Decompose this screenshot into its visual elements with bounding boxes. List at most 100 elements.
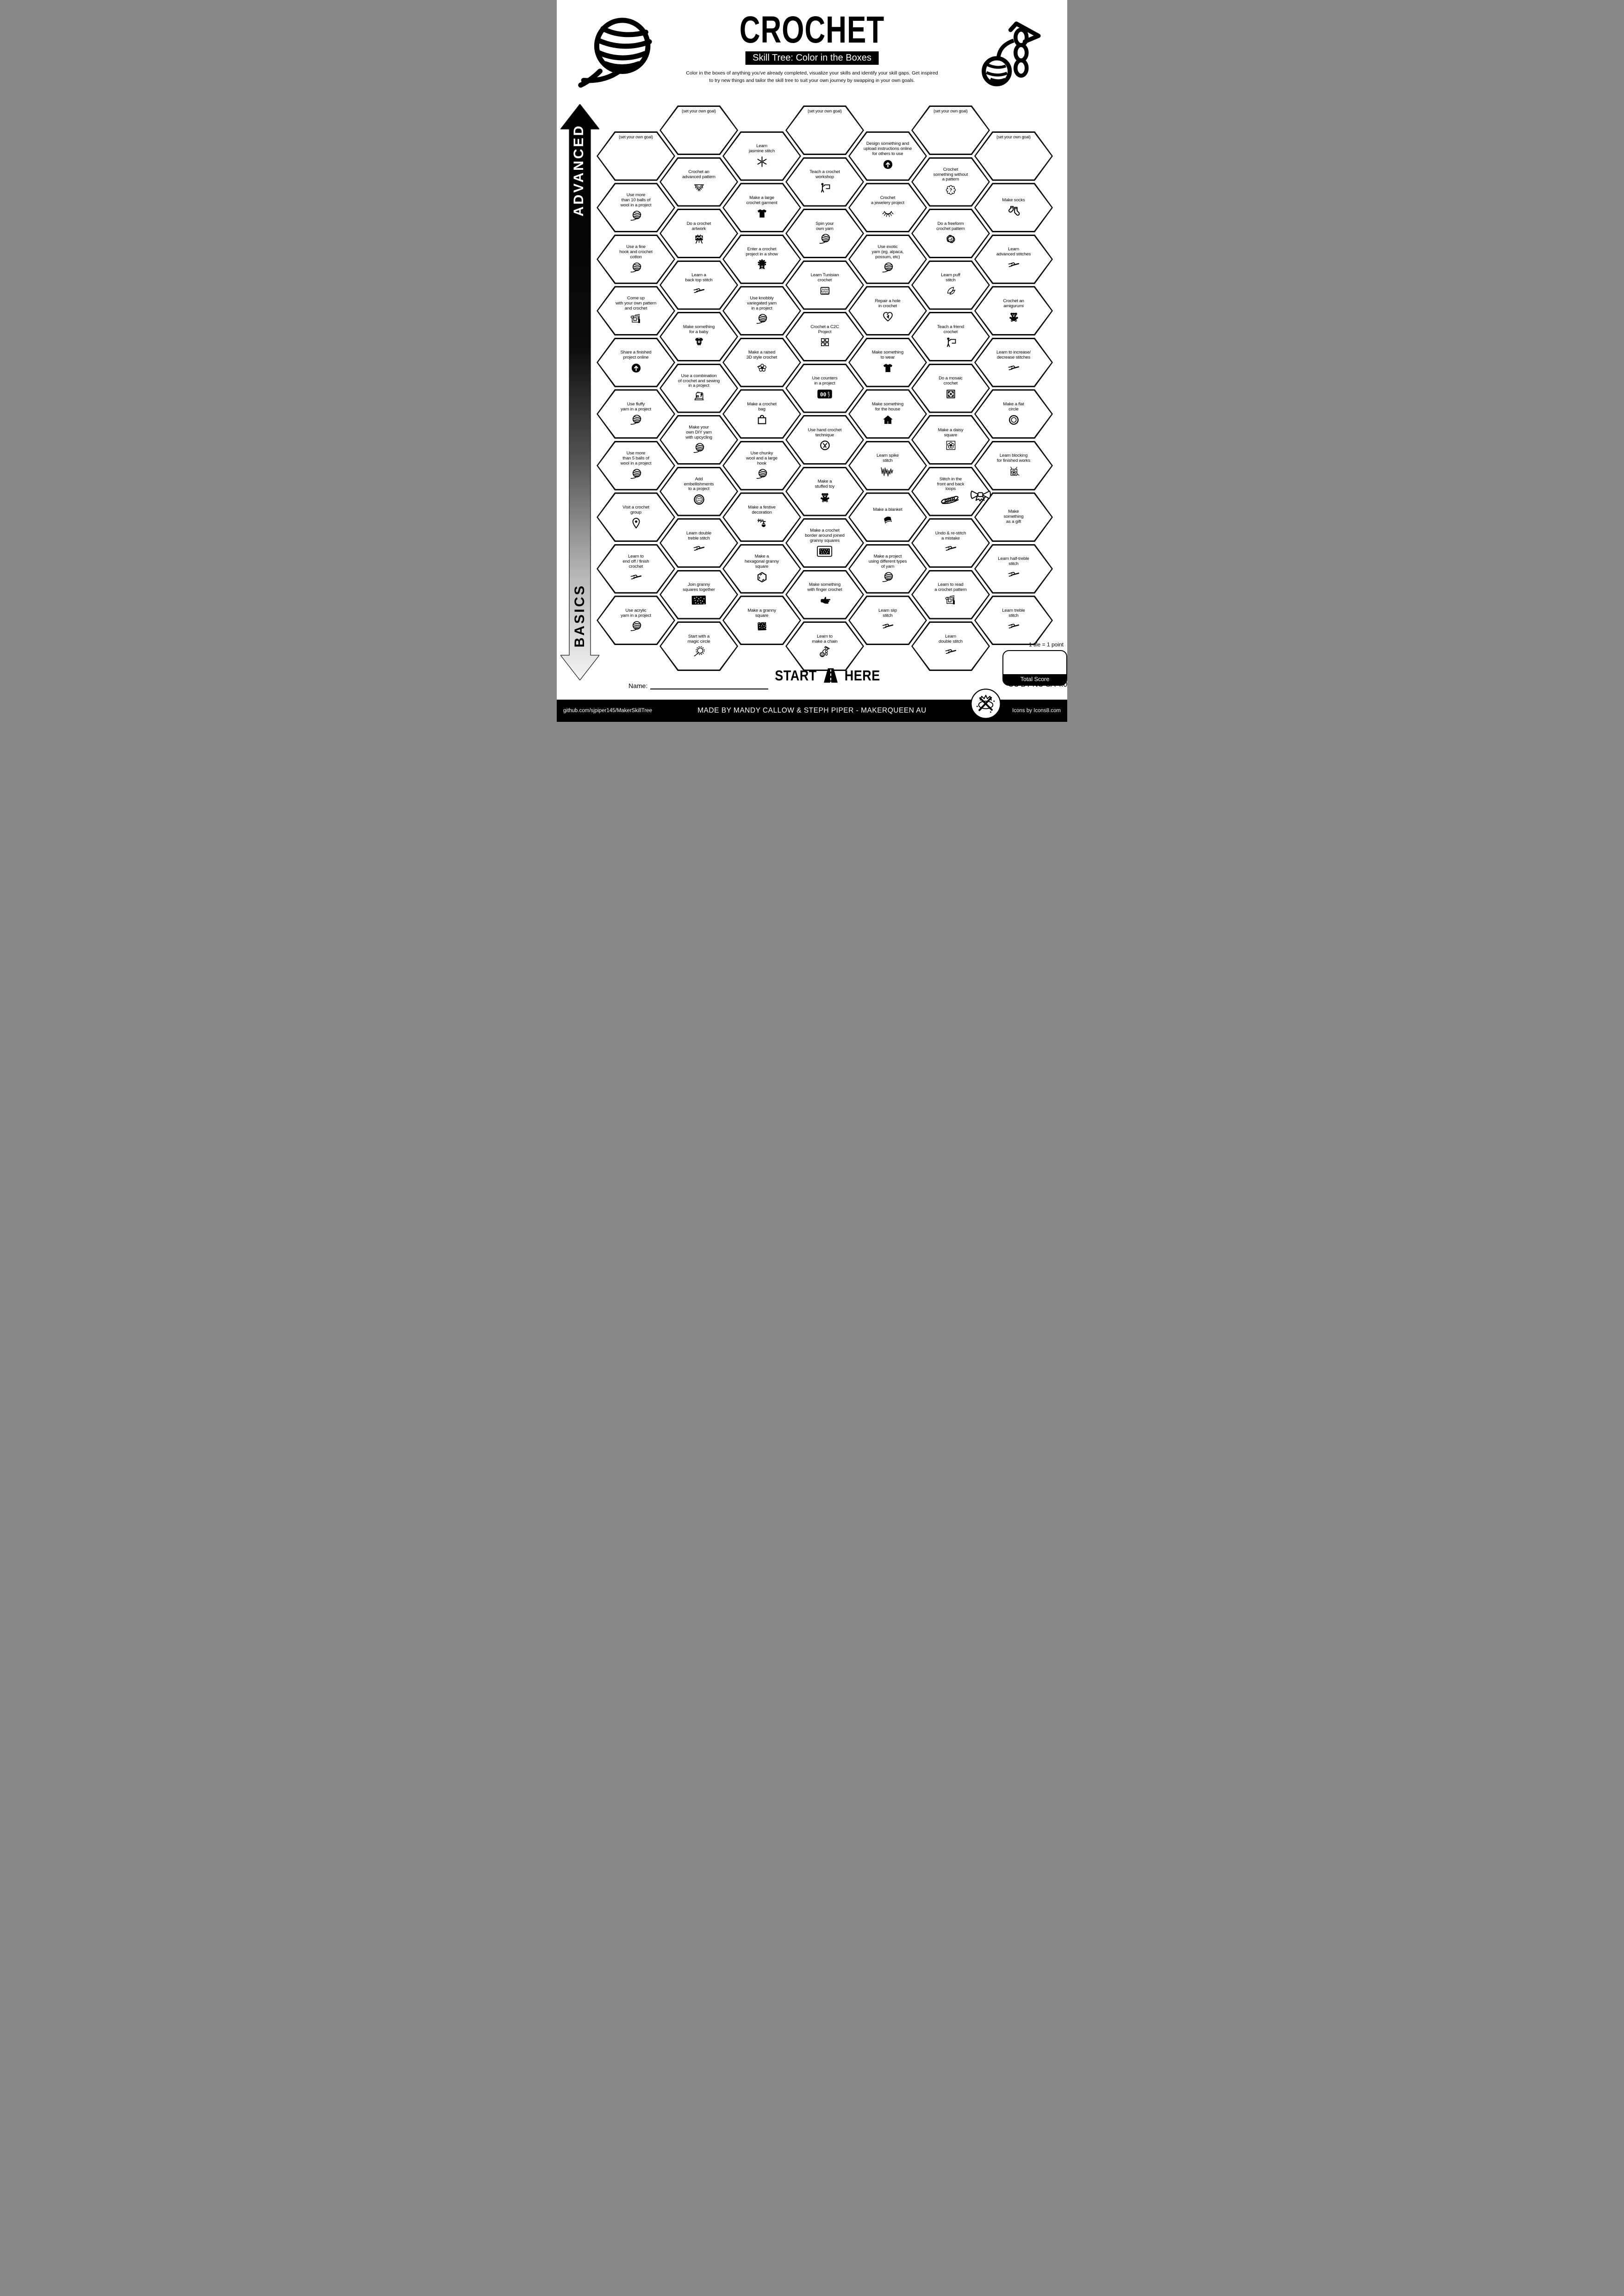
hex-crochet-a-c2c-project[interactable]: Crochet a C2C Project [785,312,864,361]
hex-learn-to-end-off-finish-crochet[interactable]: Learn to end off / finish crochet [597,544,675,594]
hex-make-a-crochet-bag[interactable]: Make a crochet bag [722,389,801,439]
hex-make-a-raised-3d-style-crochet[interactable]: Make a raised 3D style crochet [722,337,801,387]
hex-stitch-in-the-front-and-back-loops[interactable]: Stitch in the front and back loops [911,466,990,516]
hex-crochet-an-advanced-pattern[interactable]: Crochet an advanced pattern [660,157,738,207]
github-link[interactable]: github.com/sjpiper145/MakerSkillTree [563,708,652,714]
hex-come-up-with-your-own-pattern-and-crochet[interactable]: Come up with your own pattern and croche… [597,286,675,336]
hex-set-your-own-goal[interactable]: (set your own goal) [660,105,738,155]
hex-crochet-an-amigurumi[interactable]: Crochet an amigurumi [974,286,1053,336]
hex-use-fluffy-yarn-in-a-project[interactable]: Use fluffy yarn in a project [597,389,675,439]
hex-make-a-project-using-different-types-of-ya[interactable]: Make a project using different types of … [848,544,927,594]
hex-join-granny-squares-together[interactable]: Join granny squares together [660,570,738,620]
hex-start-with-a-magic-circle[interactable]: Start with a magic circle [660,621,738,671]
hex-make-a-hexagonal-granny-square[interactable]: Make a hexagonal granny square [722,544,801,594]
hex-make-something-for-a-baby[interactable]: Make something for a baby [660,312,738,361]
hex-teach-a-crochet-workshop[interactable]: Teach a crochet workshop [785,157,864,207]
hex-learn-tunisian-crochet[interactable]: Learn Tunisian crochet [785,260,864,310]
hex-set-your-own-goal[interactable]: (set your own goal) [911,105,990,155]
hex-fill-area [598,184,674,231]
hex-use-a-fine-hook-and-crochet-cotton[interactable]: Use a fine hook and crochet cotton [597,234,675,284]
hex-make-socks[interactable]: Make socks [974,183,1053,233]
total-score-input[interactable] [1003,651,1066,674]
hex-use-counters-in-a-project[interactable]: Use counters in a project 00 6 7 [785,363,864,413]
hex-make-a-flat-circle[interactable]: Make a flat circle [974,389,1053,439]
hex-do-a-freeform-crochet-pattern[interactable]: Do a freeform crochet pattern [911,209,990,258]
hex-share-a-finished-project-online[interactable]: Share a finished project online [597,337,675,387]
name-input[interactable] [650,681,769,689]
hex-learn-spike-stitch[interactable]: Learn spike stitch [848,441,927,490]
hex-use-a-combination-of-crochet-and-sewing-in[interactable]: Use a combination of crochet and sewing … [660,363,738,413]
hex-use-more-than-5-balls-of-wool-in-a-project[interactable]: Use more than 5 balls of wool in a proje… [597,441,675,490]
hex-crochet-a-jewelery-project[interactable]: Crochet a jewelery project [848,183,927,233]
hex-make-something-with-finger-crochet[interactable]: Make something with finger crochet [785,570,864,620]
hex-do-a-crochet-artwork[interactable]: Do a crochet artwork [660,209,738,258]
hex-label: Use more than 5 balls of wool in a proje… [620,450,652,466]
hex-fill-area [787,210,863,257]
hex-use-acrylic-yarn-in-a-project[interactable]: Use acrylic yarn in a project [597,596,675,645]
hex-make-something-to-wear[interactable]: Make something to wear [848,337,927,387]
hex-undo-re-stitch-a-mistake[interactable]: Undo & re-stitch a mistake [911,518,990,568]
hex-fill-area [661,571,737,618]
hex-fill-area [598,287,674,335]
hex-set-your-own-goal[interactable]: (set your own goal) [974,131,1053,181]
tile-point-note: 1 tile = 1 point [1028,641,1064,648]
hex-make-a-crochet-border-around-joined-granny[interactable]: Make a crochet border around joined gran… [785,518,864,568]
hex-label: Learn a back top stitch [685,273,713,283]
hex-fill-area [913,158,989,205]
hex-add-embellishments-to-a-project[interactable]: Add embellishments to a project [660,466,738,516]
hex-learn-jasmine-stitch[interactable]: Learn jasmine stitch [722,131,801,181]
hex-fill-area [724,545,800,592]
hex-learn-blocking-for-finished-works[interactable]: Learn blocking for finished works [974,441,1053,490]
hex-make-a-daisy-square[interactable]: Make a daisy square [911,415,990,465]
hex-learn-half-treble-stitch[interactable]: Learn half-treble stitch [974,544,1053,594]
hex-learn-to-read-a-crochet-pattern[interactable]: Learn to read a crochet pattern [911,570,990,620]
hex-make-a-granny-square[interactable]: Make a granny square [722,596,801,645]
hex-use-chunky-wool-and-a-large-hook[interactable]: Use chunky wool and a large hook [722,441,801,490]
hex-visit-a-crochet-group[interactable]: Visit a crochet group [597,492,675,542]
hex-learn-advanced-stitches[interactable]: Learn advanced stitches [974,234,1053,284]
hex-label: Learn advanced stitches [996,247,1031,257]
hex-set-your-own-goal[interactable]: (set your own goal) [785,105,864,155]
hex-label: Learn jasmine stitch [748,143,775,154]
hex-use-knobbly-variegated-yarn-in-a-project[interactable]: Use knobbly variegated yarn in a project [722,286,801,336]
hex-enter-a-crochet-project-in-a-show[interactable]: Enter a crochet project in a show [722,234,801,284]
hex-learn-to-make-a-chain[interactable]: Learn to make a chain [785,621,864,671]
hex-make-something-for-the-house[interactable]: Make something for the house [848,389,927,439]
hex-design-something-and-upload-instructions-o[interactable]: Design something and upload instructions… [848,131,927,181]
hex-make-something-as-a-gift[interactable]: Make something as a gift [971,490,1053,542]
hex-fill-area [850,184,926,231]
hex-learn-slip-stitch[interactable]: Learn slip stitch [848,596,927,645]
hex-spin-your-own-yarn[interactable]: Spin your own yarn [785,209,864,258]
hex-label: Make a project using different types of … [868,553,907,569]
hex-use-exotic-yarn-eg-alpaca-possum-etc[interactable]: Use exotic yarn (eg. alpaca, possum, etc… [848,234,927,284]
hex-make-a-stuffed-toy[interactable]: Make a stuffed toy [785,466,864,516]
hex-learn-treble-stitch[interactable]: Learn treble stitch [974,596,1053,645]
svg-text:7: 7 [828,394,830,398]
hex-fill-area [661,623,737,670]
hex-label: Add embellishments to a project [684,476,714,492]
hex-learn-a-back-top-stitch[interactable]: Learn a back top stitch [660,260,738,310]
hex-use-more-than-10-balls-of-wool-in-a-projec[interactable]: Use more than 10 balls of wool in a proj… [597,183,675,233]
hex-make-a-blanket[interactable]: Make a blanket [848,492,927,542]
crochet-hook-icon [1008,362,1020,374]
hex-learn-double-treble-stitch[interactable]: Learn double treble stitch [660,518,738,568]
hex-make-your-own-diy-yarn-with-upcycling[interactable]: Make your own DIY yarn with upcycling [660,415,738,465]
hex-use-hand-crochet-technique[interactable]: Use hand crochet technique [785,415,864,465]
hex-fill-area [976,236,1052,283]
hex-teach-a-friend-crochet[interactable]: Teach a friend crochet [911,312,990,361]
hex-fill-area [913,520,989,566]
hex-set-your-own-goal[interactable]: (set your own goal) [597,131,675,181]
hex-repair-a-hole-in-crochet[interactable]: Repair a hole in crochet [848,286,927,336]
yarn-ball-icon [630,414,642,426]
hex-learn-to-increase-decrease-stitches[interactable]: Learn to increase/ decrease stitches [974,337,1053,387]
hex-learn-puff-stitch[interactable]: Learn puff stitch [911,260,990,310]
hex-make-a-large-crochet-garment[interactable]: Make a large crochet garment [722,183,801,233]
icons8-link[interactable]: Icons by Icons8.com [1012,708,1061,714]
hex-do-a-mosaic-crochet[interactable]: Do a mosaic crochet [911,363,990,413]
hex-make-a-festive-decoration[interactable]: Make a festive decoration [722,492,801,542]
hex-crochet-something-without-a-pattern[interactable]: Crochet something without a pattern? [911,157,990,207]
hex-learn-double-stitch[interactable]: Learn double stitch [911,621,990,671]
hex-label: Enter a crochet project in a show [746,247,778,257]
upload-circle-icon [882,158,894,171]
yarn-ball-icon [630,468,642,480]
